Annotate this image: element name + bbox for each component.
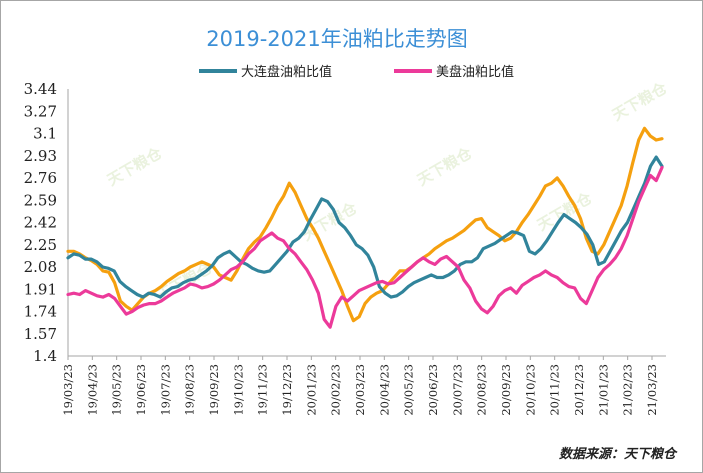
y-tick-label: 3.27 [24, 102, 57, 120]
x-tick-label: 20/04/23 [377, 364, 391, 416]
x-tick-label: 19/10/23 [231, 364, 245, 416]
data-source: 数据来源：天下粮仓 [559, 446, 678, 462]
y-tick-label: 3.1 [33, 125, 57, 143]
y-tick-label: 2.76 [24, 169, 57, 187]
x-tick-label: 19/12/23 [280, 364, 294, 416]
x-tick-labels: 19/03/23 19/04/23 19/05/23 19/06/23 19/07/23… [61, 356, 659, 416]
y-tick-label: 3.44 [24, 80, 57, 98]
watermark-text: 天下粮仓 [414, 143, 476, 189]
x-tick-label: 20/07/23 [450, 364, 464, 416]
x-tick-label: 21/03/23 [645, 364, 659, 416]
x-tick-label: 21/02/23 [621, 364, 635, 416]
series-lines [66, 126, 664, 329]
x-tick-label: 21/01/23 [596, 364, 610, 416]
x-tick-label: 19/03/23 [61, 364, 75, 416]
legend-label-us: 美盘油粕比值 [436, 64, 514, 80]
x-tick-label: 19/06/23 [134, 364, 148, 416]
x-tick-label: 20/05/23 [402, 364, 416, 416]
x-tick-label: 20/06/23 [426, 364, 440, 416]
x-tick-label: 19/05/23 [110, 364, 124, 416]
legend-label-dalian: 大连盘油粕比值 [241, 64, 332, 80]
y-tick-label: 2.42 [24, 214, 57, 232]
y-tick-label: 1.4 [33, 347, 57, 365]
y-tick-labels: 3.44 3.27 3.1 2.93 2.76 2.59 2.42 2.25 2.08 1.91 1… [24, 80, 57, 365]
x-tick-label: 19/07/23 [158, 364, 172, 416]
y-tick-label: 2.08 [24, 258, 57, 276]
x-tick-label: 20/09/23 [499, 364, 513, 416]
x-tick-label: 20/11/23 [548, 364, 562, 416]
watermark-text: 天下粮仓 [104, 143, 166, 189]
x-tick-label: 20/12/23 [572, 364, 586, 416]
chart-title: 2019-2021年油粕比走势图 [206, 27, 467, 51]
x-tick-label: 20/03/23 [353, 364, 367, 416]
y-tick-label: 2.59 [24, 191, 57, 209]
x-tick-label: 19/09/23 [207, 364, 221, 416]
series-line-us [66, 165, 664, 329]
y-tick-label: 2.93 [24, 147, 57, 165]
x-tick-label: 20/10/23 [523, 364, 537, 416]
legend: 大连盘油粕比值 美盘油粕比值 [199, 64, 514, 80]
watermark-text: 天下粮仓 [609, 78, 671, 124]
series-line-dalian [66, 155, 664, 299]
y-tick-label: 2.25 [24, 236, 57, 254]
series-line-orange [66, 126, 664, 323]
x-tick-label: 20/02/23 [329, 364, 343, 416]
x-tick-label: 19/08/23 [183, 364, 197, 416]
y-tick-label: 1.91 [24, 280, 57, 298]
y-tick-label: 1.57 [24, 325, 57, 343]
x-tick-label: 20/08/23 [475, 364, 489, 416]
x-tick-label: 19/11/23 [256, 364, 270, 416]
x-tick-label: 20/01/23 [304, 364, 318, 416]
watermark-text: 天下粮仓 [534, 188, 596, 234]
x-tick-label: 19/04/23 [85, 364, 99, 416]
y-tick-label: 1.74 [24, 303, 57, 321]
